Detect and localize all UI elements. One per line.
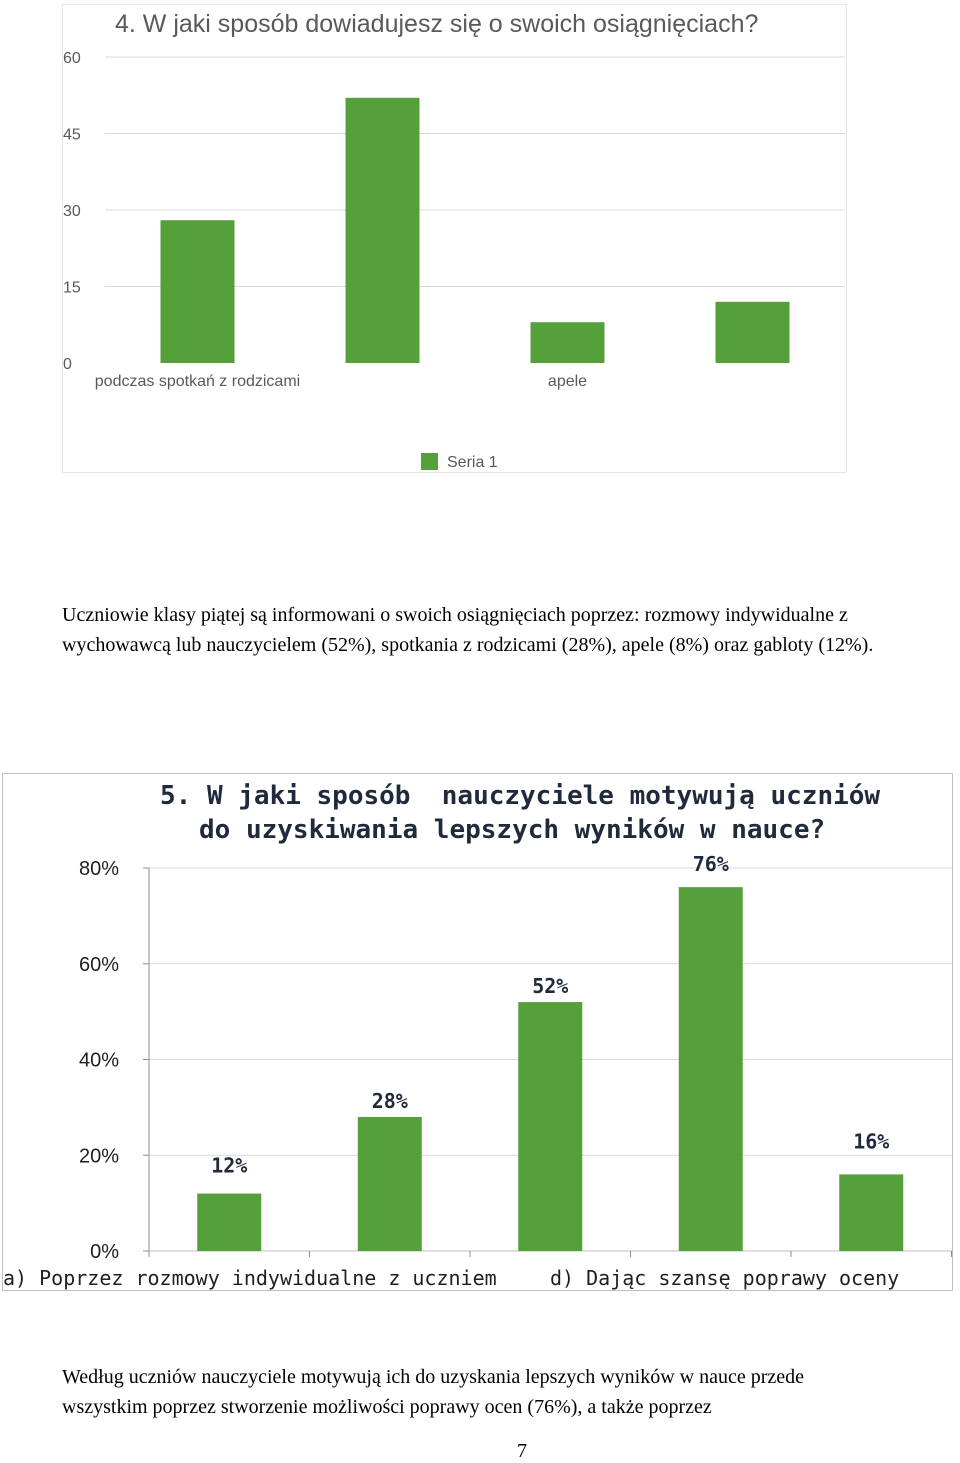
chart2-ytick-label: 0% (90, 1241, 119, 1263)
chart-motywacja-svg: 5. W jaki sposób nauczyciele motywują uc… (3, 781, 952, 1290)
chart2-data-label: 52% (532, 974, 568, 998)
chart2-ytick-label: 20% (79, 1145, 119, 1167)
chart2-bar (518, 1002, 583, 1251)
chart2-data-label: 12% (211, 1154, 247, 1178)
chart1-legend-label: Seria 1 (447, 454, 498, 471)
chart1-ytick-label: 60 (63, 50, 81, 67)
chart-osiagniecia-svg: 4. W jaki sposób dowiadujesz się o swoic… (63, 10, 845, 471)
chart1-ytick-label: 30 (63, 203, 81, 220)
chart2-bar (839, 1174, 904, 1251)
paragraph-motywacja-line2: wszystkim poprzez stworzenie możliwości … (62, 1396, 712, 1418)
chart-motywacja: 5. W jaki sposób nauczyciele motywują uc… (2, 773, 953, 1291)
chart1-bar (715, 301, 790, 363)
chart1-bar (160, 220, 235, 363)
chart2-data-label: 28% (372, 1089, 408, 1113)
chart2-title-line2: do uzyskiwania lepszych wyników w nauce? (199, 815, 825, 845)
chart-osiagniecia: 4. W jaki sposób dowiadujesz się o swoic… (62, 4, 847, 473)
chart1-xtick-label: apele (548, 373, 587, 390)
chart2-xtick-label: d) Dając szansę poprawy oceny (550, 1266, 899, 1290)
chart2-xtick-label: a) Poprzez rozmowy indywidualne z ucznie… (3, 1266, 497, 1290)
chart2-bar (357, 1116, 422, 1251)
chart1-bar (345, 97, 420, 364)
paragraph-osiagniecia: Uczniowie klasy piątej są informowani o … (62, 604, 874, 656)
chart1-xtick-label: podczas spotkań z rodzicami (95, 373, 300, 390)
chart1-ytick-label: 0 (63, 356, 72, 373)
chart2-title-line1: 5. W jaki sposób nauczyciele motywują uc… (160, 781, 880, 811)
chart1-legend-swatch (421, 453, 438, 470)
chart2-bar (678, 887, 743, 1251)
chart2-data-label: 16% (853, 1129, 889, 1153)
chart1-bar (530, 322, 605, 363)
chart2-ytick-label: 40% (79, 1050, 119, 1072)
chart2-ytick-label: 60% (79, 954, 119, 976)
chart2-ytick-label: 80% (79, 858, 119, 880)
paragraph-motywacja-line1: Według uczniów nauczyciele motywują ich … (62, 1366, 805, 1388)
page-number: 7 (517, 1440, 527, 1462)
chart2-bar (197, 1193, 262, 1251)
chart1-title: 4. W jaki sposób dowiadujesz się o swoic… (115, 10, 758, 38)
chart1-ytick-label: 45 (63, 127, 81, 144)
chart2-data-label: 76% (693, 852, 729, 876)
paragraph-motywacja: Według uczniów nauczyciele motywują ich … (62, 1362, 960, 1422)
chart1-ytick-label: 15 (63, 280, 81, 297)
